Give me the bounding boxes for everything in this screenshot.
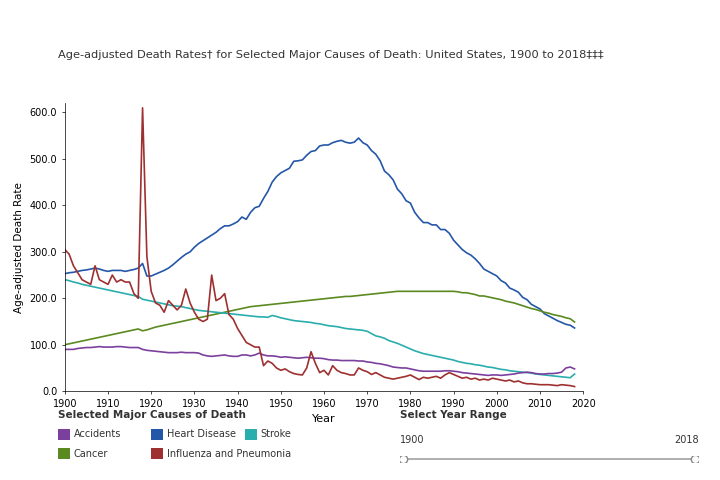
Text: Stroke: Stroke — [261, 430, 292, 439]
Text: Select Year Range: Select Year Range — [400, 410, 506, 420]
Text: Heart Disease: Heart Disease — [167, 430, 236, 439]
Text: Accidents: Accidents — [73, 430, 121, 439]
Text: Selected Major Causes of Death: Selected Major Causes of Death — [58, 410, 246, 420]
Text: Age-adjusted Death Rates† for Selected Major Causes of Death: United States, 190: Age-adjusted Death Rates† for Selected M… — [58, 50, 603, 60]
Text: Influenza and Pneumonia: Influenza and Pneumonia — [167, 449, 291, 458]
Bar — [402, 458, 696, 460]
Text: 1900: 1900 — [400, 435, 424, 445]
Text: 2018: 2018 — [674, 435, 698, 445]
Y-axis label: Age-adjusted Death Rate: Age-adjusted Death Rate — [14, 182, 24, 312]
Text: Cancer: Cancer — [73, 449, 108, 458]
X-axis label: Year: Year — [312, 414, 336, 424]
